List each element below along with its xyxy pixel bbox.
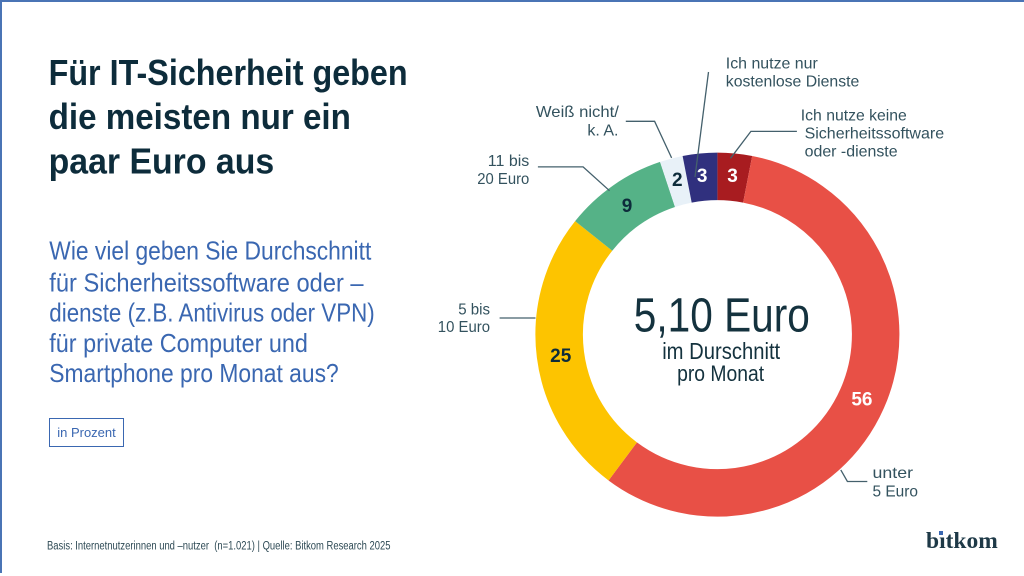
svg-text:Ich nutze keine: Ich nutze keine (801, 107, 907, 124)
svg-text:Basis: Internetnutzerinnen und: Basis: Internetnutzerinnen und –nutzer (… (47, 540, 391, 552)
svg-text:Smartphone pro Monat aus?: Smartphone pro Monat aus? (49, 358, 338, 388)
svg-text:Wie viel geben Sie Durchschnit: Wie viel geben Sie Durchschnitt (49, 236, 372, 266)
svg-text:paar Euro aus: paar Euro aus (49, 140, 275, 181)
svg-text:5 bis: 5 bis (458, 302, 490, 319)
svg-text:oder -dienste: oder -dienste (805, 143, 898, 160)
svg-text:pro Monat: pro Monat (677, 361, 764, 386)
svg-text:die meisten nur ein: die meisten nur ein (49, 96, 351, 137)
svg-text:3: 3 (697, 166, 708, 187)
svg-text:für private Computer und: für private Computer und (49, 328, 308, 358)
svg-text:Sicherheitssoftware: Sicherheitssoftware (805, 125, 945, 142)
svg-text:5,10 Euro: 5,10 Euro (634, 289, 810, 342)
svg-text:25: 25 (550, 346, 572, 367)
svg-text:3: 3 (727, 166, 738, 187)
svg-text:Für IT-Sicherheit geben: Für IT-Sicherheit geben (49, 52, 408, 93)
svg-text:Weiß nicht/: Weiß nicht/ (536, 104, 620, 121)
svg-text:unter: unter (873, 465, 914, 482)
svg-text:2: 2 (672, 170, 683, 191)
svg-text:56: 56 (851, 390, 872, 411)
svg-text:für Sicherheitssoftware oder –: für Sicherheitssoftware oder – (49, 267, 364, 297)
svg-text:kostenlose Dienste: kostenlose Dienste (726, 74, 860, 91)
svg-text:11 bis: 11 bis (488, 153, 530, 170)
svg-text:5 Euro: 5 Euro (873, 483, 919, 500)
svg-text:9: 9 (622, 196, 633, 217)
svg-text:Ich nutze nur: Ich nutze nur (726, 56, 819, 73)
svg-text:20 Euro: 20 Euro (477, 171, 529, 188)
svg-text:im Durschnitt: im Durschnitt (662, 338, 781, 364)
svg-text:dienste (z.B. Antivirus oder V: dienste (z.B. Antivirus oder VPN) (49, 297, 374, 327)
svg-text:10 Euro: 10 Euro (438, 319, 490, 336)
svg-text:k. A.: k. A. (587, 122, 618, 139)
